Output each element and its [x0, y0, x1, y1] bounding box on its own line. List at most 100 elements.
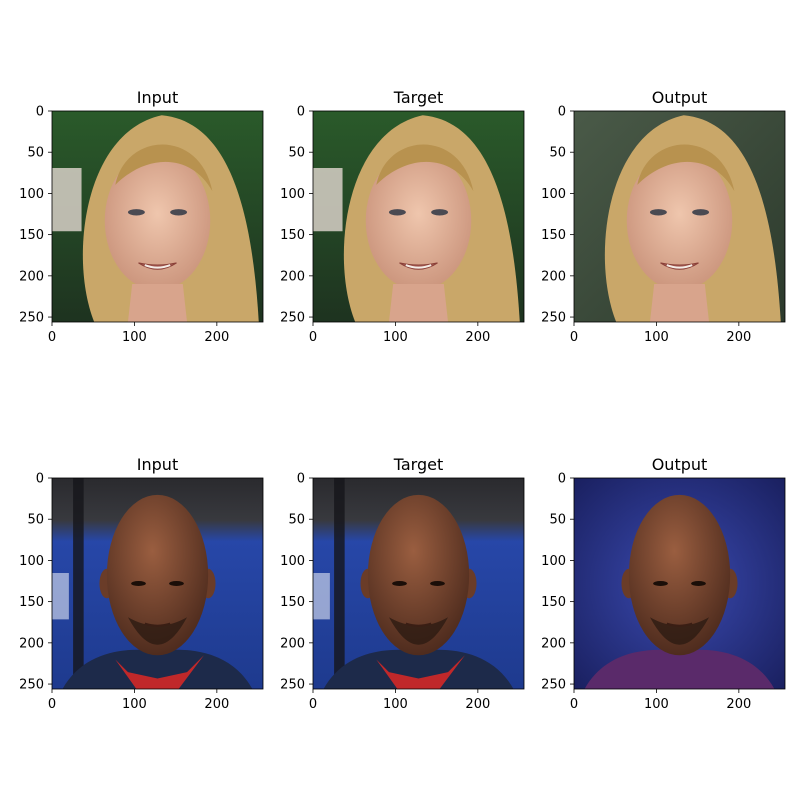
collar	[376, 655, 465, 689]
teeth	[144, 264, 171, 269]
x-tick-label: 200	[465, 697, 490, 712]
background-post	[334, 478, 345, 689]
x-tick-label: 200	[726, 697, 751, 712]
shirt	[323, 649, 514, 689]
face	[626, 151, 733, 291]
x-tick-label: 0	[48, 697, 56, 712]
y-tick-label: 250	[280, 311, 305, 326]
y-tick-label: 200	[541, 636, 566, 651]
bangs	[376, 144, 474, 192]
y-tick-label: 100	[541, 554, 566, 569]
axes-frame	[573, 477, 786, 690]
x-tick-label: 0	[48, 330, 56, 345]
x-tick-label: 0	[309, 697, 317, 712]
right-eye	[692, 209, 710, 216]
axes-frame	[51, 477, 264, 690]
panel-title: Input	[137, 455, 178, 474]
panel-target-1: Target 0 50 100 150 200 250 0 100 200	[280, 88, 525, 345]
right-eye	[170, 209, 188, 216]
face-image	[574, 111, 785, 322]
y-tick-label: 50	[27, 513, 44, 528]
y-tick-label: 150	[19, 595, 44, 610]
x-tick-label: 200	[726, 330, 751, 345]
left-eye	[388, 209, 406, 216]
y-tick-label: 100	[19, 554, 44, 569]
y-tick-label: 200	[19, 269, 44, 284]
background-sign	[313, 167, 343, 232]
x-tick-label: 100	[644, 697, 669, 712]
y-tick-label: 200	[280, 269, 305, 284]
mouth	[399, 262, 438, 270]
y-tick-label: 150	[19, 228, 44, 243]
axes-frame	[312, 110, 525, 323]
panel-input-1: Input 0 50 100 150 200 250 0 100 200	[19, 88, 264, 345]
beard	[388, 617, 449, 645]
x-tick-label: 200	[204, 697, 229, 712]
head	[106, 494, 209, 656]
axes-frame	[51, 110, 264, 323]
y-tick-label: 250	[19, 311, 44, 326]
panel-title: Output	[652, 88, 708, 107]
head	[628, 494, 731, 656]
left-eye	[127, 209, 145, 216]
x-tick-label: 100	[122, 697, 147, 712]
y-tick-label: 50	[549, 513, 566, 528]
collar	[115, 655, 204, 689]
y-tick-label: 250	[19, 678, 44, 693]
left-eye	[131, 580, 146, 587]
x-tick-label: 0	[570, 330, 578, 345]
bangs	[115, 144, 213, 192]
y-tick-label: 250	[541, 311, 566, 326]
panel-input-2: Input 0 50 100 150 200 250 0 100 200	[19, 455, 264, 712]
background-sign	[52, 572, 69, 620]
y-tick-label: 0	[297, 472, 305, 487]
axes-frame	[312, 477, 525, 690]
background-sign	[52, 167, 82, 232]
left-eye	[649, 209, 667, 216]
panel-title: Input	[137, 88, 178, 107]
beard	[649, 617, 710, 645]
face	[365, 151, 472, 291]
y-tick-label: 50	[27, 146, 44, 161]
panel-target-2: Target 0 50 100 150 200 250 0 100 200	[280, 455, 525, 712]
y-tick-label: 0	[297, 105, 305, 120]
mouth	[405, 622, 432, 627]
y-tick-label: 250	[541, 678, 566, 693]
y-tick-label: 100	[19, 187, 44, 202]
y-tick-label: 50	[288, 513, 305, 528]
face-image	[52, 111, 263, 322]
y-tick-label: 200	[280, 636, 305, 651]
face-image	[52, 478, 263, 689]
face-image	[574, 478, 785, 689]
left-eye	[392, 580, 407, 587]
y-tick-label: 200	[19, 636, 44, 651]
y-tick-label: 250	[280, 678, 305, 693]
right-eye	[691, 580, 706, 587]
y-tick-label: 0	[36, 105, 44, 120]
x-tick-label: 100	[644, 330, 669, 345]
y-tick-label: 150	[280, 228, 305, 243]
x-tick-label: 0	[570, 697, 578, 712]
mouth	[144, 622, 171, 627]
y-tick-label: 200	[541, 269, 566, 284]
panel-output-1: Output 0 50 100 150 200 250 0 100 200	[541, 88, 786, 345]
x-tick-label: 200	[204, 330, 229, 345]
beard	[127, 617, 188, 645]
left-eye	[653, 580, 668, 587]
axes-frame	[573, 110, 786, 323]
y-tick-label: 150	[541, 595, 566, 610]
teeth	[666, 264, 693, 269]
mouth	[666, 622, 693, 627]
x-tick-label: 0	[309, 330, 317, 345]
shirt	[62, 649, 253, 689]
y-tick-label: 0	[558, 105, 566, 120]
face	[104, 151, 211, 291]
y-tick-label: 0	[36, 472, 44, 487]
right-eye	[431, 209, 449, 216]
y-tick-label: 100	[541, 187, 566, 202]
x-tick-label: 200	[465, 330, 490, 345]
panel-title: Target	[393, 455, 444, 474]
neck	[649, 284, 710, 322]
bangs	[637, 144, 735, 192]
